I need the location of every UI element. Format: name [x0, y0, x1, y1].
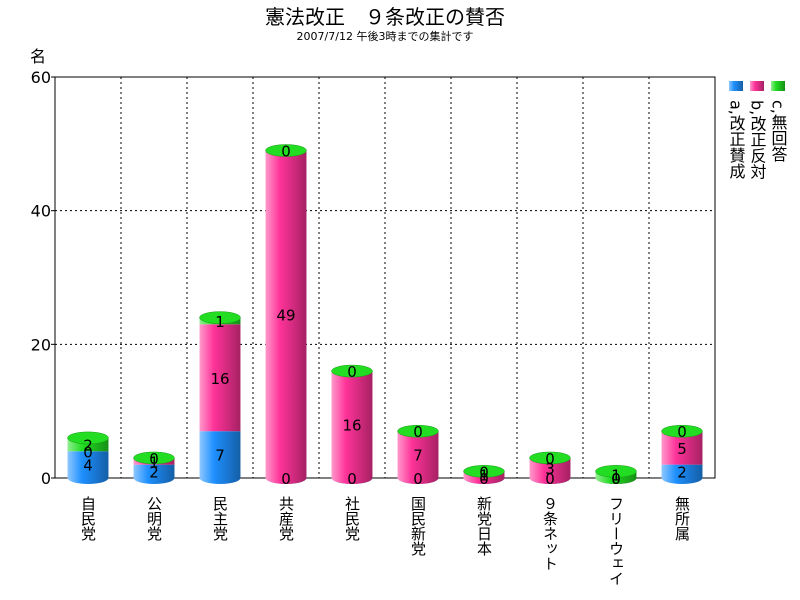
x-tick-label: ９条ネット: [541, 496, 559, 571]
cylinder-top: [265, 144, 307, 157]
value-label: 0: [281, 143, 291, 161]
cylinder-bottom: [67, 472, 109, 484]
chart-title: 憲法改正 ９条改正の賛否: [265, 5, 505, 29]
value-label: 0: [149, 450, 159, 468]
bar-segment: [331, 371, 373, 478]
value-label: 0: [479, 463, 489, 481]
cylinder-top: [331, 364, 373, 378]
value-label: 7: [413, 447, 423, 465]
value-label: 0: [677, 423, 687, 441]
cylinder-top: [595, 465, 637, 478]
value-label: 0: [347, 363, 357, 381]
value-label: 7: [215, 447, 225, 465]
value-label: 4: [83, 457, 93, 475]
bar-segment: [199, 324, 241, 432]
value-label: 2: [149, 463, 159, 481]
value-label: 49: [276, 306, 295, 324]
cylinder-top: [397, 424, 439, 438]
value-label: 1: [611, 467, 621, 485]
legend-swatch: [750, 81, 764, 91]
value-label: 16: [342, 417, 361, 435]
value-label: 1: [215, 313, 225, 331]
legend-label: b,改正反対: [748, 100, 767, 179]
y-tick-label: 60: [31, 68, 51, 87]
value-label: 0: [83, 443, 93, 461]
cylinder-top: [529, 451, 571, 465]
cylinder-top: [199, 311, 241, 324]
x-tick-label: 共産党: [277, 496, 295, 542]
x-tick-label: フリーウェイ: [607, 496, 625, 586]
value-label: 0: [413, 423, 423, 441]
y-tick-label: 0: [41, 469, 51, 488]
value-label: 2: [83, 437, 93, 455]
bar-segment: [199, 431, 241, 478]
cylinder-top: [133, 451, 175, 465]
value-label: 0: [545, 470, 555, 488]
value-label: 1: [479, 467, 489, 485]
x-tick-label: 国民新党: [409, 496, 427, 557]
cylinder-bottom: [331, 472, 373, 484]
legend-swatch: [771, 81, 785, 91]
cylinder-top: [661, 424, 703, 438]
value-label: 5: [677, 440, 687, 458]
x-tick-label: 民主党: [211, 496, 229, 542]
cylinder-top: [67, 431, 109, 445]
value-label: 0: [479, 470, 489, 488]
value-label: 0: [545, 450, 555, 468]
value-label: 2: [677, 463, 687, 481]
value-label: 0: [611, 470, 621, 488]
bar-segment: [397, 431, 439, 478]
x-tick-label: 公明党: [145, 496, 163, 542]
cylinder-bottom: [397, 472, 439, 484]
value-label: 0: [347, 470, 357, 488]
cylinder-top: [463, 465, 505, 478]
x-tick-label: 自民党: [79, 496, 97, 542]
y-tick-label: 40: [31, 202, 51, 221]
cylinder-bottom: [529, 472, 571, 484]
value-label: 0: [413, 470, 423, 488]
cylinder-bottom: [133, 472, 175, 484]
bar-segment: [265, 150, 307, 478]
chart-subtitle: 2007/7/12 午後3時までの集計です: [297, 29, 474, 43]
x-tick-label: 新党日本: [475, 496, 493, 556]
legend-swatch: [729, 81, 743, 91]
y-axis-label: 名: [30, 47, 46, 66]
x-tick-label: 社民党: [343, 496, 361, 542]
value-label: 3: [545, 460, 555, 478]
value-label: 1: [149, 453, 159, 471]
legend-label: c,無回答: [769, 100, 788, 162]
cylinder-bottom: [199, 472, 241, 484]
legend-label: a,改正賛成: [727, 100, 746, 180]
value-label: 0: [281, 470, 291, 488]
x-tick-label: 無所属: [673, 496, 691, 541]
y-tick-label: 20: [31, 335, 51, 354]
value-label: 16: [210, 370, 229, 388]
value-label: 0: [611, 470, 621, 488]
cylinder-bottom: [265, 472, 307, 484]
cylinder-bottom: [661, 472, 703, 484]
